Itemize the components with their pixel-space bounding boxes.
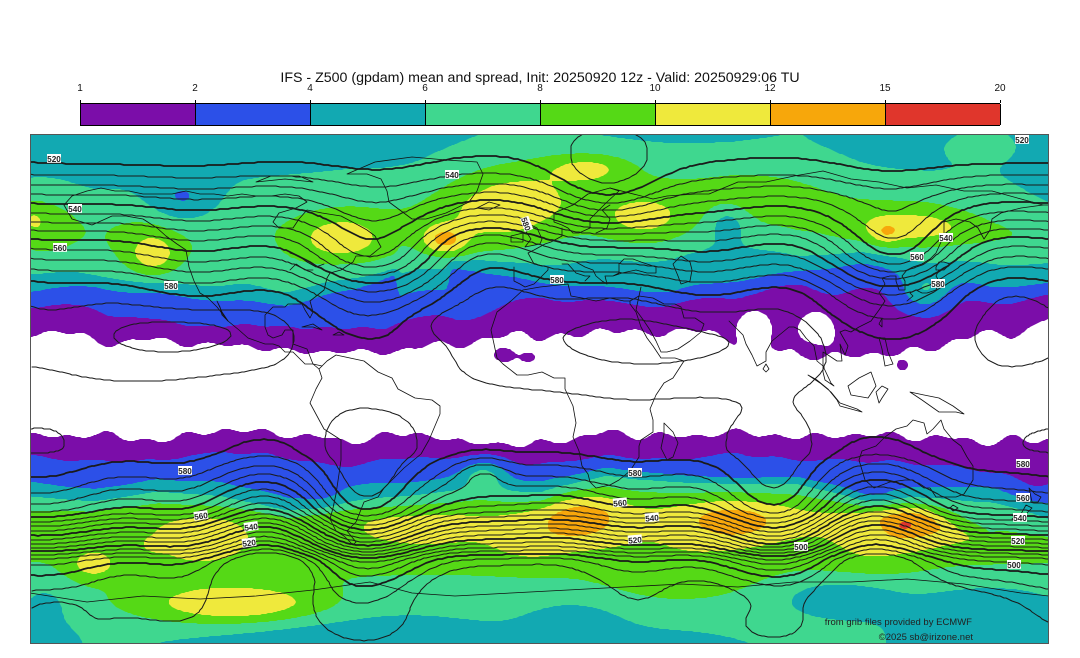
- svg-text:560: 560: [613, 498, 628, 508]
- svg-text:580: 580: [178, 467, 192, 476]
- svg-text:520: 520: [47, 155, 61, 164]
- svg-text:560: 560: [53, 244, 67, 253]
- svg-text:520: 520: [1015, 136, 1029, 145]
- svg-text:540: 540: [645, 513, 660, 523]
- svg-text:from grib files provided by EC: from grib files provided by ECMWF: [825, 617, 972, 628]
- svg-text:500: 500: [794, 543, 808, 552]
- svg-text:540: 540: [1013, 514, 1027, 523]
- svg-text:520: 520: [628, 535, 643, 545]
- svg-text:540: 540: [244, 522, 259, 533]
- svg-text:540: 540: [68, 205, 82, 214]
- svg-text:540: 540: [445, 171, 459, 180]
- svg-text:560: 560: [1016, 494, 1030, 503]
- svg-text:540: 540: [939, 234, 953, 243]
- svg-text:580: 580: [931, 280, 945, 289]
- svg-text:500: 500: [1007, 561, 1021, 570]
- svg-text:520: 520: [1011, 537, 1025, 546]
- svg-text:580: 580: [550, 276, 564, 285]
- svg-text:520: 520: [242, 538, 257, 549]
- svg-text:©2025 sb@irizone.net: ©2025 sb@irizone.net: [879, 632, 974, 643]
- svg-text:560: 560: [194, 511, 209, 522]
- svg-text:580: 580: [628, 469, 642, 478]
- svg-text:580: 580: [1016, 460, 1030, 469]
- svg-text:560: 560: [910, 253, 924, 262]
- svg-text:580: 580: [164, 282, 178, 291]
